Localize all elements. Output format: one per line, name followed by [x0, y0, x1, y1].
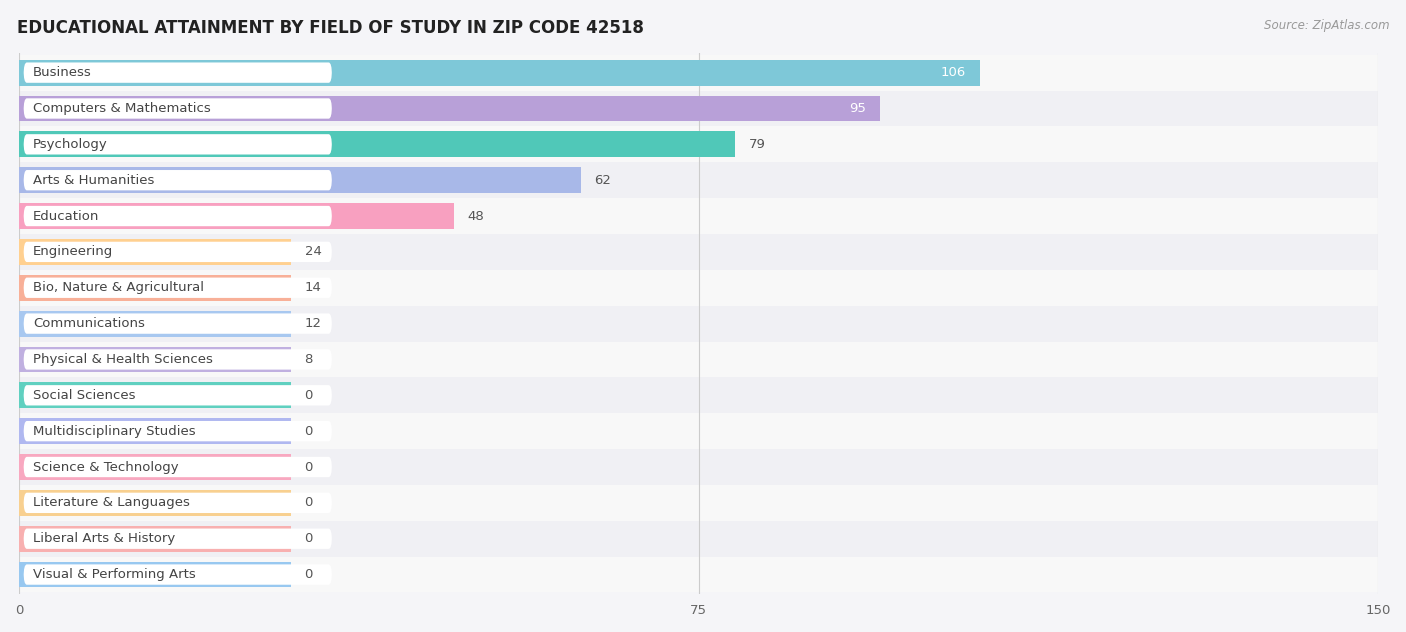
Bar: [20, 490, 291, 516]
Bar: [20, 234, 1378, 270]
Bar: [20, 126, 1378, 162]
Bar: [20, 526, 291, 552]
Text: 0: 0: [305, 461, 314, 473]
FancyBboxPatch shape: [24, 134, 332, 154]
Text: EDUCATIONAL ATTAINMENT BY FIELD OF STUDY IN ZIP CODE 42518: EDUCATIONAL ATTAINMENT BY FIELD OF STUDY…: [17, 19, 644, 37]
Text: Science & Technology: Science & Technology: [32, 461, 179, 473]
Text: Liberal Arts & History: Liberal Arts & History: [32, 532, 174, 545]
Bar: [20, 413, 1378, 449]
FancyBboxPatch shape: [24, 457, 332, 477]
Bar: [20, 377, 1378, 413]
Bar: [20, 55, 1378, 90]
Text: 48: 48: [468, 210, 485, 222]
FancyBboxPatch shape: [24, 385, 332, 406]
Bar: [20, 485, 1378, 521]
FancyBboxPatch shape: [24, 349, 332, 370]
Bar: [20, 90, 1378, 126]
FancyBboxPatch shape: [24, 564, 332, 585]
Bar: [20, 341, 1378, 377]
Bar: [20, 557, 1378, 592]
Text: Psychology: Psychology: [32, 138, 107, 151]
Text: Communications: Communications: [32, 317, 145, 330]
Bar: [20, 167, 581, 193]
Bar: [20, 311, 291, 336]
Bar: [20, 449, 1378, 485]
Text: 62: 62: [595, 174, 612, 186]
Text: Multidisciplinary Studies: Multidisciplinary Studies: [32, 425, 195, 437]
FancyBboxPatch shape: [24, 170, 332, 190]
Text: Literature & Languages: Literature & Languages: [32, 496, 190, 509]
FancyBboxPatch shape: [24, 277, 332, 298]
Bar: [20, 562, 291, 588]
Text: 24: 24: [305, 245, 322, 258]
Bar: [20, 306, 1378, 341]
Text: Visual & Performing Arts: Visual & Performing Arts: [32, 568, 195, 581]
Bar: [20, 454, 291, 480]
FancyBboxPatch shape: [24, 241, 332, 262]
Text: 8: 8: [305, 353, 314, 366]
Bar: [20, 418, 291, 444]
Text: Education: Education: [32, 210, 100, 222]
FancyBboxPatch shape: [24, 99, 332, 119]
Text: 0: 0: [305, 389, 314, 402]
Text: Arts & Humanities: Arts & Humanities: [32, 174, 155, 186]
Bar: [20, 346, 291, 372]
Text: 14: 14: [305, 281, 322, 295]
Text: 106: 106: [941, 66, 966, 79]
Bar: [20, 60, 980, 85]
Bar: [20, 275, 291, 301]
Bar: [20, 203, 454, 229]
Text: 95: 95: [849, 102, 866, 115]
Text: 0: 0: [305, 568, 314, 581]
Bar: [20, 95, 880, 121]
FancyBboxPatch shape: [24, 63, 332, 83]
Text: Physical & Health Sciences: Physical & Health Sciences: [32, 353, 212, 366]
Text: Computers & Mathematics: Computers & Mathematics: [32, 102, 211, 115]
Text: 79: 79: [748, 138, 765, 151]
Text: 0: 0: [305, 532, 314, 545]
FancyBboxPatch shape: [24, 528, 332, 549]
Bar: [20, 162, 1378, 198]
FancyBboxPatch shape: [24, 421, 332, 441]
Text: 0: 0: [305, 425, 314, 437]
Text: Source: ZipAtlas.com: Source: ZipAtlas.com: [1264, 19, 1389, 32]
FancyBboxPatch shape: [24, 493, 332, 513]
Text: 12: 12: [305, 317, 322, 330]
FancyBboxPatch shape: [24, 313, 332, 334]
Bar: [20, 131, 735, 157]
Bar: [20, 270, 1378, 306]
Text: 0: 0: [305, 496, 314, 509]
Bar: [20, 239, 291, 265]
Bar: [20, 382, 291, 408]
Text: Engineering: Engineering: [32, 245, 112, 258]
FancyBboxPatch shape: [24, 206, 332, 226]
Text: Business: Business: [32, 66, 91, 79]
Text: Social Sciences: Social Sciences: [32, 389, 135, 402]
Text: Bio, Nature & Agricultural: Bio, Nature & Agricultural: [32, 281, 204, 295]
Bar: [20, 198, 1378, 234]
Bar: [20, 521, 1378, 557]
